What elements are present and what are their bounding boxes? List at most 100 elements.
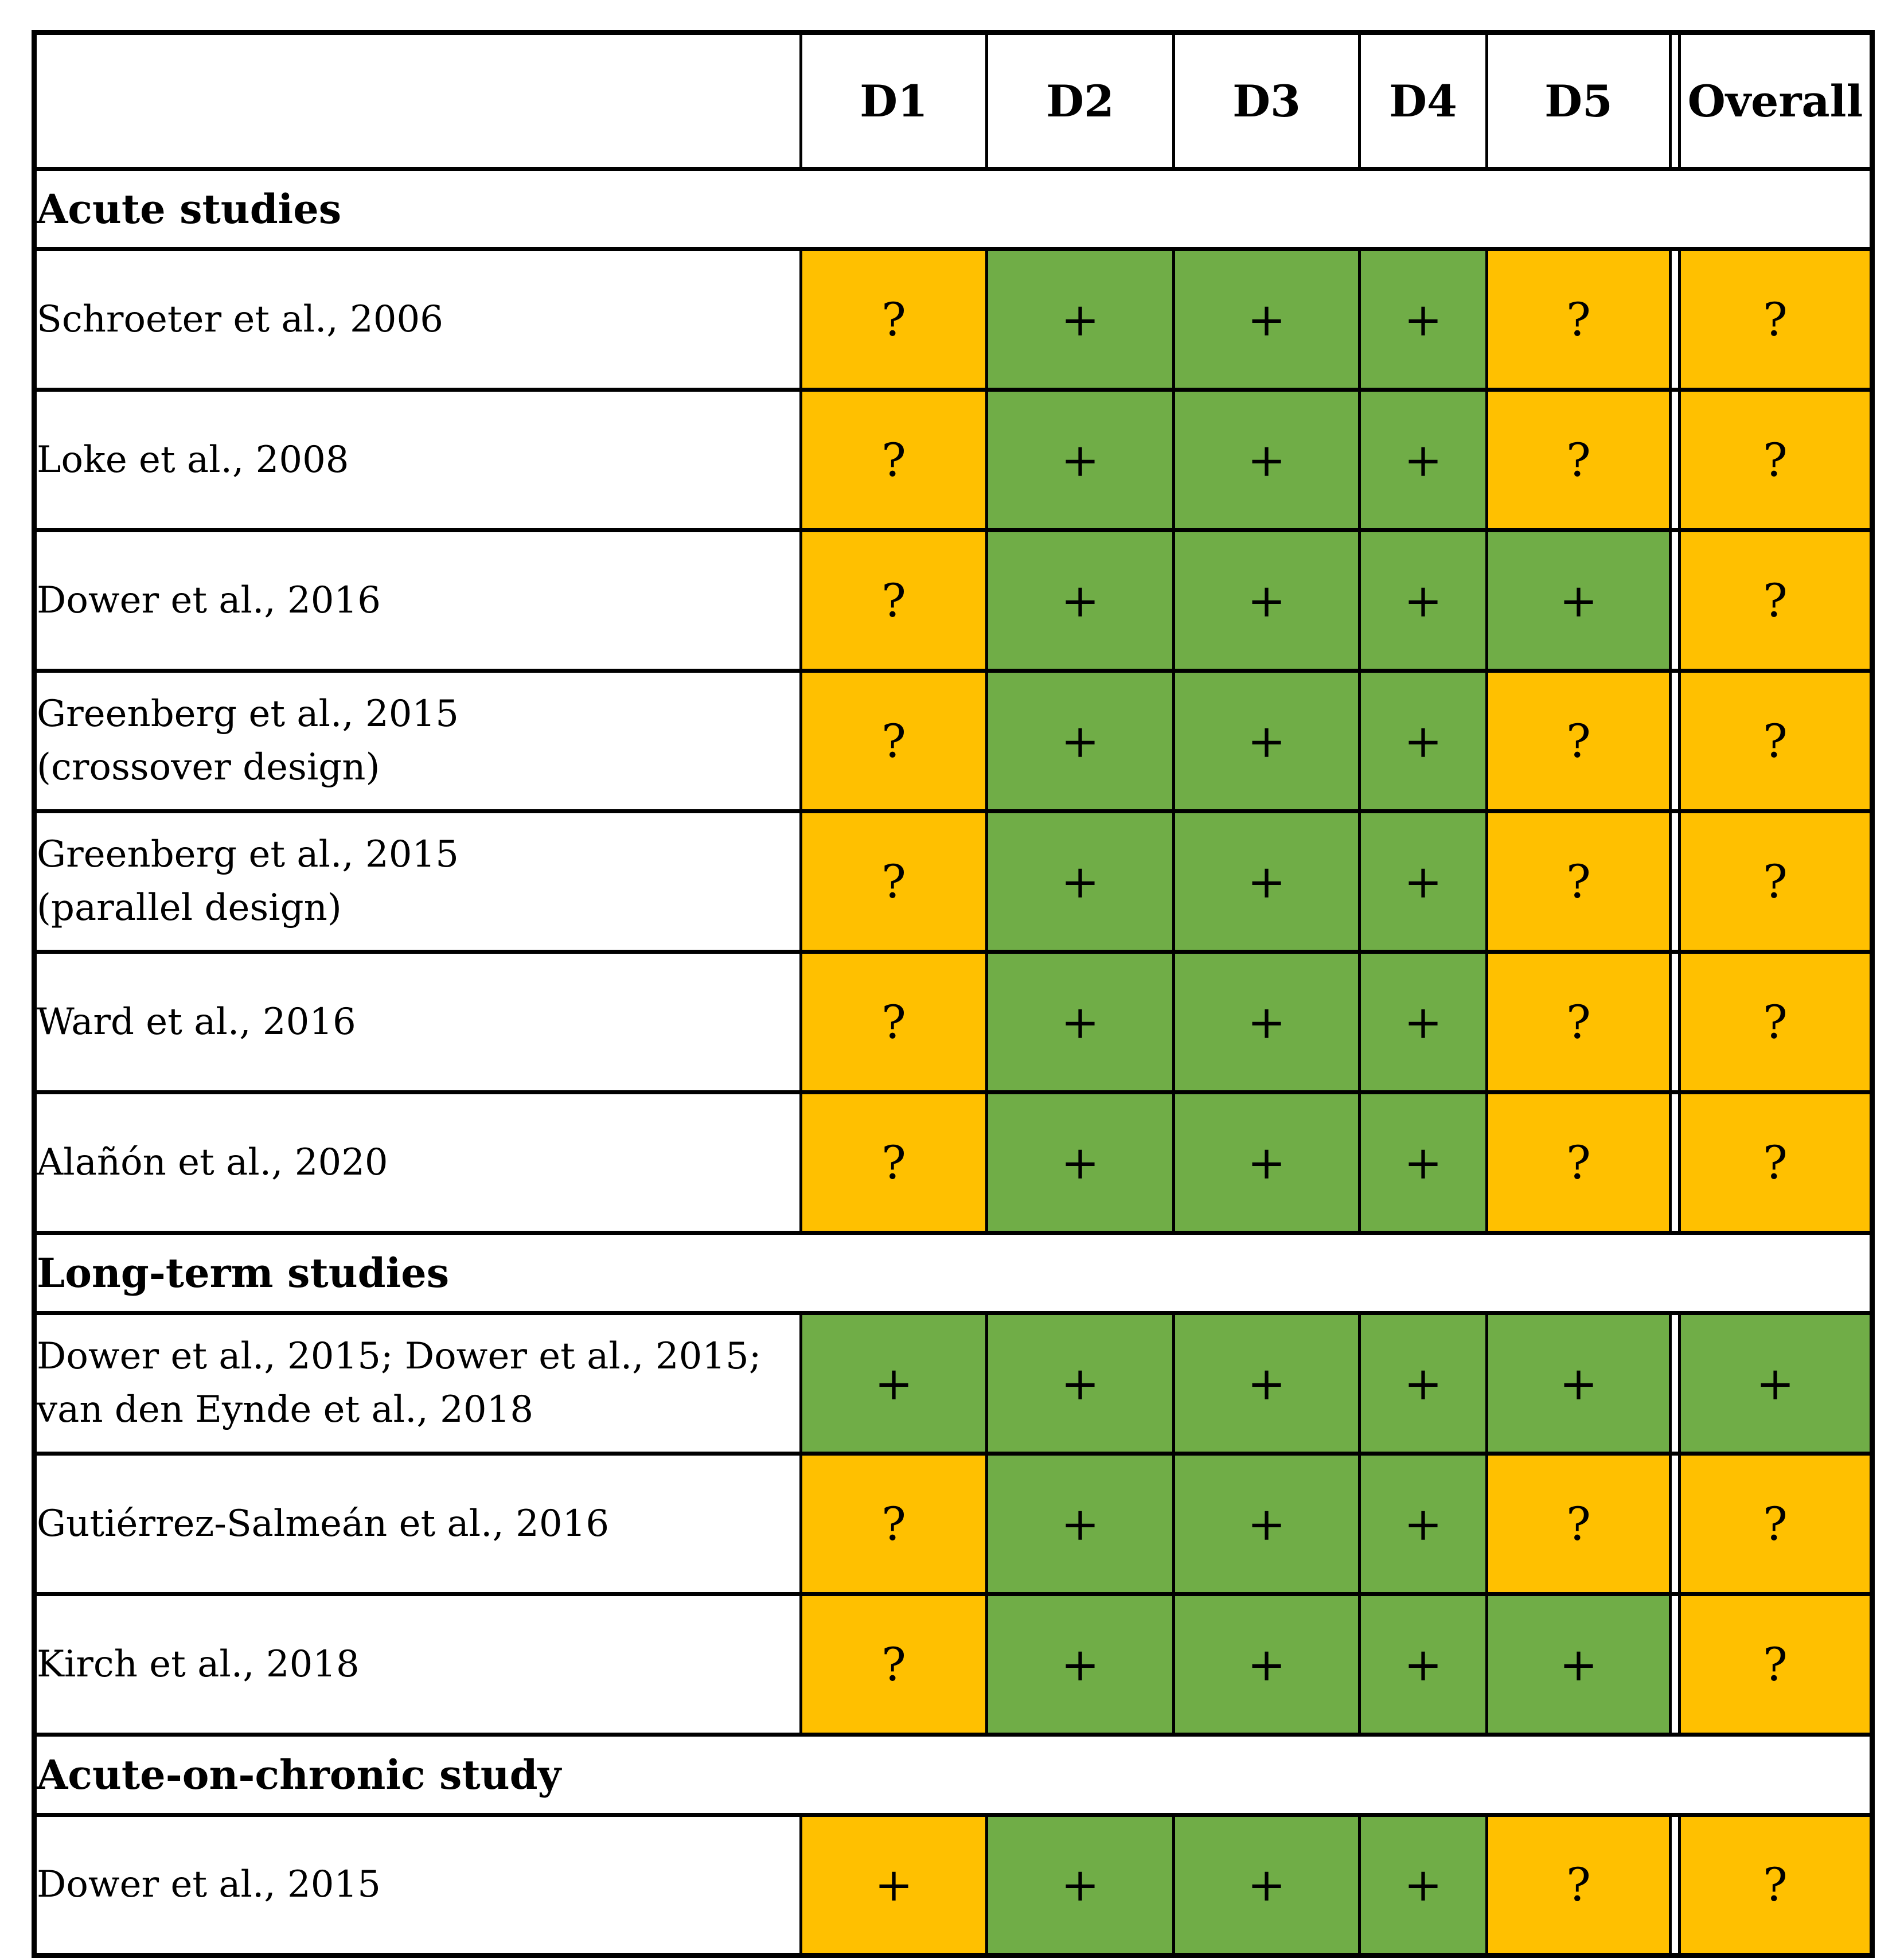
judgment-cell-overall: ?	[1678, 1592, 1874, 1737]
judgment-cell-overall: ?	[1678, 1090, 1874, 1235]
column-header-d1: D1	[799, 30, 988, 171]
judgment-cell-d4: +	[1358, 809, 1488, 954]
study-row: Ward et al., 2016? + + +??	[33, 950, 1874, 1094]
judgment-cell-d5: ?	[1485, 1452, 1672, 1596]
double-line-spacer	[1669, 809, 1681, 954]
judgment-cell-d5: ?	[1485, 1090, 1672, 1235]
study-name-cell: Gutiérrez-Salmeán et al., 2016	[33, 1452, 802, 1596]
judgment-cell-overall: ?	[1678, 809, 1874, 954]
judgment-cell-d1: +	[799, 1813, 988, 1957]
section-title: Acute studies	[33, 167, 1874, 251]
judgment-cell-d1: ?	[799, 950, 988, 1094]
judgment-cell-d2: +	[985, 247, 1175, 392]
study-row: Greenberg et al., 2015 (crossover design)…	[33, 669, 1874, 813]
judgment-cell-d2: +	[985, 1592, 1175, 1737]
judgment-cell-d2: +	[985, 809, 1175, 954]
judgment-cell-d3: +	[1172, 247, 1361, 392]
double-line-spacer	[1669, 30, 1681, 171]
judgment-cell-d3: +	[1172, 1592, 1361, 1737]
judgment-cell-d4: +	[1358, 247, 1488, 392]
study-name-cell: Dower et al., 2015	[33, 1813, 802, 1957]
judgment-cell-d3: +	[1172, 1311, 1361, 1456]
judgment-cell-d2: +	[985, 528, 1175, 673]
judgment-cell-overall: ?	[1678, 1813, 1874, 1957]
judgment-cell-overall: ?	[1678, 247, 1874, 392]
column-header-d5: D5	[1485, 30, 1672, 171]
judgment-cell-d5: ?	[1485, 669, 1672, 813]
double-line-spacer	[1669, 1090, 1681, 1235]
judgment-cell-d2: +	[985, 1311, 1175, 1456]
risk-of-bias-table: D1 D2 D3 D4 D5 Overall Acute studies Schr…	[32, 30, 1875, 1958]
study-name-cell: Dower et al., 2016	[33, 528, 802, 673]
judgment-cell-overall: ?	[1678, 950, 1874, 1094]
judgment-cell-overall: ?	[1678, 1452, 1874, 1596]
double-line-spacer	[1669, 247, 1681, 392]
judgment-cell-d4: +	[1358, 1090, 1488, 1235]
judgment-cell-d5: ?	[1485, 1813, 1672, 1957]
section-row-long-term-studies: Long-term studies	[33, 1231, 1874, 1315]
section-title: Long-term studies	[33, 1231, 1874, 1315]
double-line-spacer	[1669, 1452, 1681, 1596]
header-row: D1 D2 D3 D4 D5 Overall	[33, 30, 1874, 171]
study-name-cell: Greenberg et al., 2015 (parallel design)	[33, 809, 802, 954]
study-name-cell: Schroeter et al., 2006	[33, 247, 802, 392]
study-name-cell: Ward et al., 2016	[33, 950, 802, 1094]
judgment-cell-d4: +	[1358, 388, 1488, 532]
study-row: Kirch et al., 2018? + + + +?	[33, 1592, 1874, 1737]
judgment-cell-d4: +	[1358, 1813, 1488, 1957]
judgment-cell-d3: +	[1172, 809, 1361, 954]
judgment-cell-overall: ?	[1678, 669, 1874, 813]
judgment-cell-overall: ?	[1678, 528, 1874, 673]
study-row: Greenberg et al., 2015 (parallel design)?…	[33, 809, 1874, 954]
judgment-cell-d1: ?	[799, 388, 988, 532]
judgment-cell-d5: +	[1485, 1592, 1672, 1737]
judgment-cell-d1: ?	[799, 247, 988, 392]
study-row: Schroeter et al., 2006? + + +??	[33, 247, 1874, 392]
table-header: D1 D2 D3 D4 D5 Overall	[33, 30, 1874, 171]
judgment-cell-d5: ?	[1485, 809, 1672, 954]
study-name-cell: Alañón et al., 2020	[33, 1090, 802, 1235]
judgment-cell-d3: +	[1172, 1090, 1361, 1235]
judgment-cell-d4: +	[1358, 669, 1488, 813]
judgment-cell-d3: +	[1172, 950, 1361, 1094]
double-line-spacer	[1669, 1311, 1681, 1456]
judgment-cell-d1: ?	[799, 809, 988, 954]
study-column-header	[33, 30, 802, 171]
study-name-cell: Loke et al., 2008	[33, 388, 802, 532]
study-row: Dower et al., 2015; Dower et al., 2015; v…	[33, 1311, 1874, 1456]
study-row: Dower et al., 2016? + + + +?	[33, 528, 1874, 673]
double-line-spacer	[1669, 1592, 1681, 1737]
judgment-cell-d5: ?	[1485, 247, 1672, 392]
study-name-cell: Greenberg et al., 2015 (crossover design)	[33, 669, 802, 813]
judgment-cell-d1: ?	[799, 1090, 988, 1235]
column-header-d4: D4	[1358, 30, 1488, 171]
section-row-acute-studies: Acute studies	[33, 167, 1874, 251]
judgment-cell-d2: +	[985, 1090, 1175, 1235]
judgment-cell-d5: +	[1485, 1311, 1672, 1456]
double-line-spacer	[1669, 528, 1681, 673]
judgment-cell-d3: +	[1172, 1813, 1361, 1957]
judgment-cell-d2: +	[985, 1452, 1175, 1596]
judgment-cell-d4: +	[1358, 1311, 1488, 1456]
double-line-spacer	[1669, 388, 1681, 532]
judgment-cell-overall: +	[1678, 1311, 1874, 1456]
judgment-cell-d3: +	[1172, 669, 1361, 813]
judgment-cell-d5: ?	[1485, 950, 1672, 1094]
judgment-cell-d3: +	[1172, 528, 1361, 673]
judgment-cell-d4: +	[1358, 1452, 1488, 1596]
judgment-cell-d2: +	[985, 1813, 1175, 1957]
column-header-d2: D2	[985, 30, 1175, 171]
study-row: Loke et al., 2008? + + +??	[33, 388, 1874, 532]
double-line-spacer	[1669, 1813, 1681, 1957]
double-line-spacer	[1669, 950, 1681, 1094]
study-row: Dower et al., 2015 + + + +??	[33, 1813, 1874, 1957]
judgment-cell-d3: +	[1172, 1452, 1361, 1596]
judgment-cell-d5: +	[1485, 528, 1672, 673]
judgment-cell-d1: +	[799, 1311, 988, 1456]
table-body: Acute studies Schroeter et al., 2006? + + +?…	[33, 167, 1874, 1957]
section-row-acute-on-chronic-study: Acute-on-chronic study	[33, 1733, 1874, 1817]
judgment-cell-d4: +	[1358, 528, 1488, 673]
double-line-spacer	[1669, 669, 1681, 813]
study-row: Alañón et al., 2020? + + +??	[33, 1090, 1874, 1235]
